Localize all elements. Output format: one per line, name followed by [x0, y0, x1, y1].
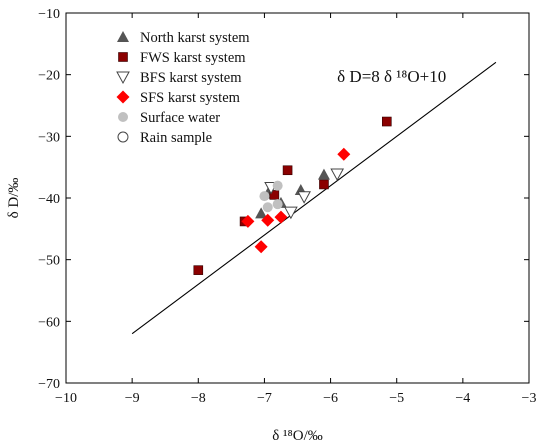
- legend-label-fws-karst-system: FWS karst system: [140, 50, 246, 66]
- fws-karst-system-point: [282, 165, 293, 176]
- surface-water-point: [272, 180, 283, 191]
- x-tick-label: −5: [389, 391, 404, 406]
- sfs-karst-system-point: [241, 214, 255, 228]
- x-tick-label: −3: [522, 391, 537, 406]
- legend-label-sfs-karst-system: SFS karst system: [140, 90, 241, 106]
- fws-karst-system-point: [319, 179, 329, 190]
- fws-karst-system-point: [193, 265, 204, 275]
- sfs-karst-system-point: [254, 240, 268, 254]
- y-tick-label: −50: [38, 254, 60, 269]
- north-karst-system-point: [255, 207, 268, 219]
- sfs-karst-system-point: [274, 210, 288, 224]
- surface-water-point: [262, 202, 273, 213]
- meteoric-water-line: [131, 61, 497, 335]
- line-equation-label: δ D=8 δ ¹⁸O+10: [337, 67, 446, 86]
- legend-label-north-karst-system: North karst system: [140, 30, 250, 46]
- legend-marker-sfs-karst-system: [116, 90, 130, 104]
- y-tick-label: −20: [38, 69, 60, 84]
- fws-karst-system-point: [381, 116, 392, 127]
- x-axis-title: δ ¹⁸O/‰: [272, 428, 323, 444]
- y-axis-title: δ D/‰: [6, 178, 22, 219]
- legend-label-rain-sample: Rain sample: [140, 130, 212, 146]
- legend: North karst system FWS karst system BFS ka…: [116, 30, 250, 146]
- y-tick-label: −40: [38, 192, 60, 207]
- legend-label-bfs-karst-system: BFS karst system: [140, 70, 242, 86]
- data-points-layer: [193, 116, 392, 275]
- bfs-karst-system-point: [297, 191, 311, 204]
- bfs-karst-system-point: [284, 206, 298, 220]
- y-tick-label: −30: [38, 130, 60, 145]
- y-tick-label: −60: [38, 315, 60, 330]
- x-tick-label: −9: [125, 391, 140, 406]
- x-tick-label: −4: [455, 391, 470, 406]
- north-karst-system-point: [317, 168, 330, 180]
- legend-marker-surface-water: [118, 112, 128, 122]
- legend-marker-north-karst-system: [117, 31, 129, 42]
- legend-label-surface-water: Surface water: [140, 110, 220, 126]
- sfs-karst-system-point: [337, 147, 351, 161]
- axes: −10 −9 −8 −7 −6 −5 −4 −3 −70 −60 −50 −40 −30 −20 −10: [38, 7, 536, 406]
- sfs-karst-system-point: [261, 213, 275, 227]
- bfs-karst-system-point: [330, 168, 345, 181]
- surface-water-point: [259, 191, 270, 202]
- surface-water-point: [272, 199, 283, 210]
- x-tick-label: −8: [191, 391, 206, 406]
- reference-line-layer: [131, 61, 497, 335]
- legend-marker-rain-sample: [117, 131, 129, 143]
- y-tick-label: −70: [38, 377, 60, 392]
- y-tick-label: −10: [38, 7, 60, 22]
- x-tick-label: −7: [257, 391, 272, 406]
- fws-karst-system-point: [269, 190, 280, 200]
- legend-marker-bfs-karst-system: [116, 71, 130, 85]
- x-tick-label: −10: [55, 391, 77, 406]
- x-tick-label: −6: [323, 391, 338, 406]
- plot-frame: [65, 12, 530, 384]
- legend-marker-fws-karst-system: [118, 52, 128, 62]
